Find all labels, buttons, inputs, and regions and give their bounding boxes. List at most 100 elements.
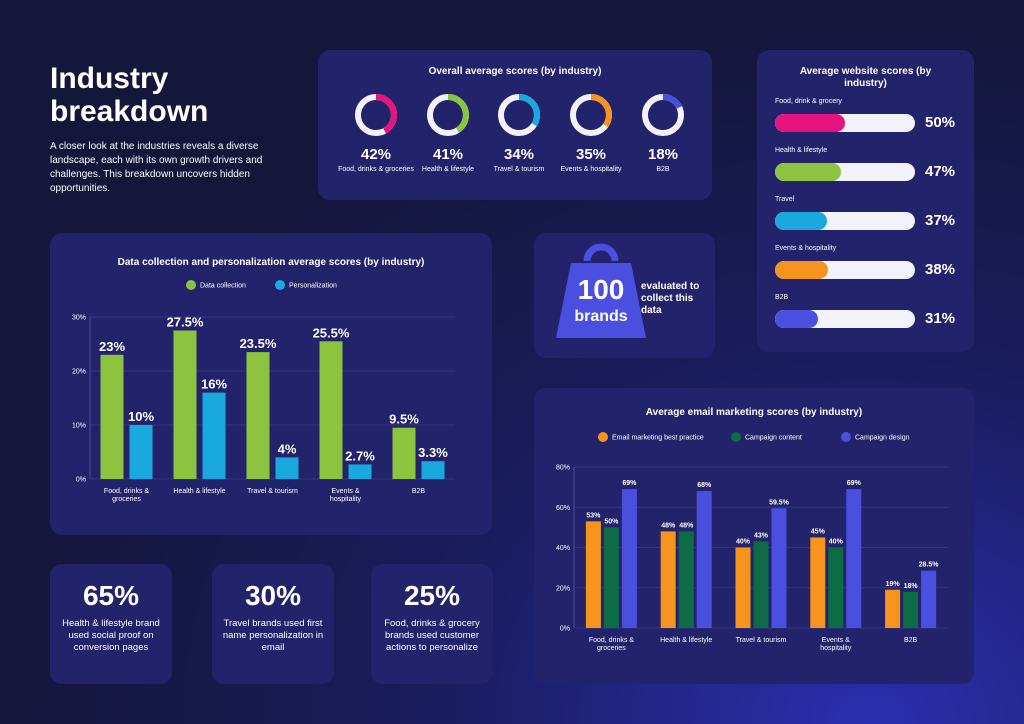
stat-text: Travel brands used first name personaliz… [222,618,324,653]
page-title: Industry breakdown [50,62,209,128]
data-label: 25.5% [313,325,350,340]
website-score-track [775,310,915,328]
stat-card-2: 30% Travel brands used first name person… [212,564,334,684]
data-collection-chart: 0% 10% 20% 30% Data collection Personalizatio… [72,280,455,503]
donut-value: 42% [360,146,392,163]
website-score-value: 31% [925,310,956,327]
bar [921,570,937,628]
data-label: 50% [604,518,619,525]
data-label: 23% [99,339,125,354]
donut-slice [355,94,397,136]
donut-label: Food, drinks & groceries [338,166,414,173]
data-label: 9.5% [389,412,419,427]
data-label: 53% [586,512,601,519]
website-score-fill [775,261,829,279]
website-score-track [775,163,915,181]
donut-chart [498,94,540,136]
data-label: 3.3% [418,445,448,460]
data-label: 10% [128,409,154,424]
data-label: 68% [697,482,712,489]
y-tick-label: 20% [72,369,86,376]
y-tick-label: 20% [556,585,570,592]
website-score-row: Health & lifestyle 47% [775,147,965,183]
donut-slice [570,94,612,136]
legend-swatch [275,280,285,290]
overall-scores-panel: Overall average scores (by industry) 42%… [318,50,712,200]
website-score-value: 38% [925,261,956,278]
x-tick-label: groceries [112,496,141,503]
bar [846,489,862,628]
donut-item: 42% Food, drinks & groceries [336,93,416,174]
bar [100,354,124,479]
brands-number: 100 [577,274,625,305]
legend-label: Personalization [289,283,337,290]
website-score-value: 37% [925,212,956,229]
website-score-row: Events & hospitality 38% [775,245,965,281]
legend-label: Campaign content [745,435,802,442]
website-score-fill [775,114,845,132]
x-tick-label: Travel & tourism [736,637,787,644]
bar [603,527,619,628]
x-tick-label: hospitality [330,496,362,503]
email-marketing-title: Average email marketing scores (by indus… [645,407,863,418]
email-marketing-panel: Average email marketing scores (by indus… [534,388,974,684]
x-tick-label: Events & [822,637,850,644]
donut-value: 35% [575,146,607,163]
website-scores-title: Average website scores (by industry) [799,66,932,89]
bar [903,591,919,628]
data-label: 4% [278,441,297,456]
data-label: 48% [661,522,676,529]
y-tick-label: 0% [76,477,86,484]
data-label: 48% [679,522,694,529]
website-score-label: Health & lifestyle [775,147,828,154]
bar [275,457,299,479]
x-tick-label: B2B [412,488,426,495]
legend-swatch [598,432,608,442]
data-label: 28.5% [919,562,940,569]
stat-card-1: 65% Health & lifestyle brand used social… [50,564,172,684]
x-tick-label: Events & [331,488,359,495]
donut-slice [642,94,684,136]
donut-value: 18% [647,146,679,163]
website-score-row: Travel 37% [775,196,965,232]
bar [828,547,844,628]
donut-slice [427,94,469,136]
x-tick-label: groceries [597,645,626,652]
data-label: 69% [622,480,637,487]
data-label: 27.5% [167,315,204,330]
data-label: 40% [829,539,844,546]
y-tick-label: 40% [556,545,570,552]
donut-value: 34% [503,146,535,163]
website-scores-panel: Average website scores (by industry) Foo… [757,50,974,352]
donut-item: 18% B2B [623,93,703,174]
x-tick-label: Health & lifestyle [660,637,712,644]
weight-icon [556,243,646,338]
y-tick-label: 0% [560,626,570,633]
website-score-track [775,114,915,132]
bar [696,491,712,628]
data-label: 59.5% [769,499,790,506]
website-score-row: B2B 31% [775,294,965,330]
bar [753,541,769,628]
bar [246,352,270,479]
x-tick-label: Health & lifestyle [173,488,225,495]
website-score-value: 47% [925,163,956,180]
legend-label: Email marketing best practice [612,435,704,442]
bar [678,531,694,628]
data-label: 23.5% [240,336,277,351]
data-label: 19% [886,581,901,588]
bar [660,531,676,628]
website-score-value: 50% [925,114,956,131]
website-score-label: B2B [775,294,789,301]
donut-label: Travel & tourism [493,166,545,173]
email-marketing-chart: 0% 20% 40% 60% 80% Email marketing best pract… [556,432,948,652]
y-tick-label: 80% [556,465,570,472]
legend-swatch [841,432,851,442]
donut-label: B2B [656,166,670,173]
donut-item: 41% Health & lifestyle [408,93,488,174]
bar [319,341,343,479]
data-label: 45% [811,528,826,535]
donut-chart [355,94,397,136]
stat-value: 65% [82,580,140,611]
brands-word: brands [574,308,628,325]
